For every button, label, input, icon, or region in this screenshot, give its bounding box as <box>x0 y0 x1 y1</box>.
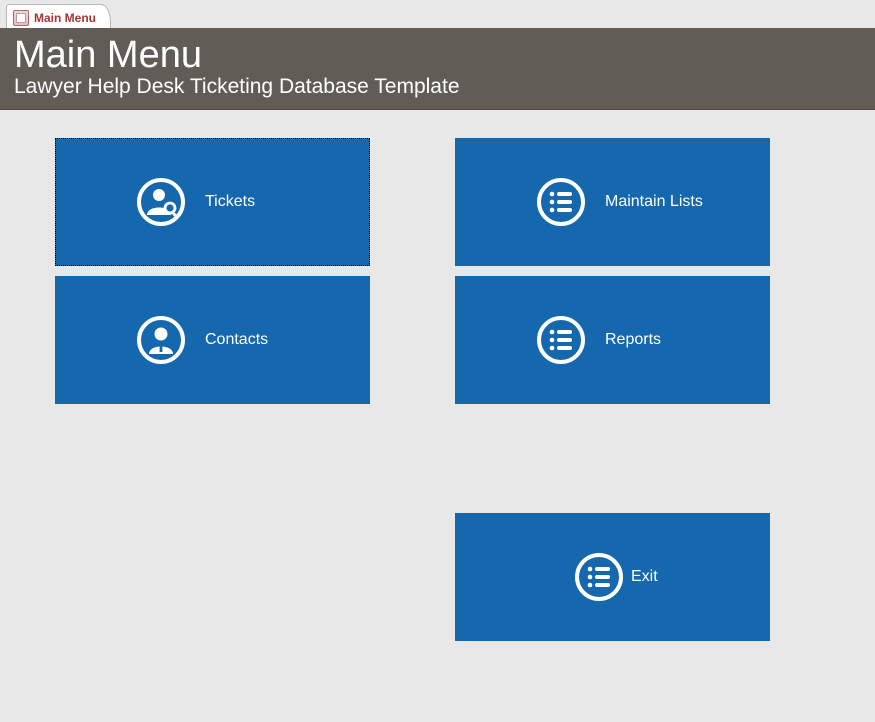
page-title: Main Menu <box>14 34 861 77</box>
tab-label: Main Menu <box>34 11 96 25</box>
tile-label: Exit <box>631 568 658 586</box>
tile-exit[interactable]: Exit <box>455 513 770 641</box>
tile-reports[interactable]: Reports <box>455 276 770 404</box>
tab-main-menu[interactable]: Main Menu <box>6 4 111 28</box>
header: Main Menu Lawyer Help Desk Ticketing Dat… <box>0 28 875 110</box>
page-subtitle: Lawyer Help Desk Ticketing Database Temp… <box>14 75 861 99</box>
list-icon <box>573 551 625 603</box>
tile-label: Maintain Lists <box>605 193 703 211</box>
list-icon <box>535 314 587 366</box>
tile-label: Contacts <box>205 331 268 349</box>
list-icon <box>535 176 587 228</box>
tile-tickets[interactable]: Tickets <box>55 138 370 266</box>
content-area: Tickets Maintain Lists Contacts Reports <box>0 110 875 718</box>
form-icon <box>13 10 29 26</box>
tab-bar: Main Menu <box>0 0 875 28</box>
tile-maintain-lists[interactable]: Maintain Lists <box>455 138 770 266</box>
person-search-icon <box>135 176 187 228</box>
tile-contacts[interactable]: Contacts <box>55 276 370 404</box>
tile-label: Tickets <box>205 193 255 211</box>
person-icon <box>135 314 187 366</box>
tile-label: Reports <box>605 331 661 349</box>
